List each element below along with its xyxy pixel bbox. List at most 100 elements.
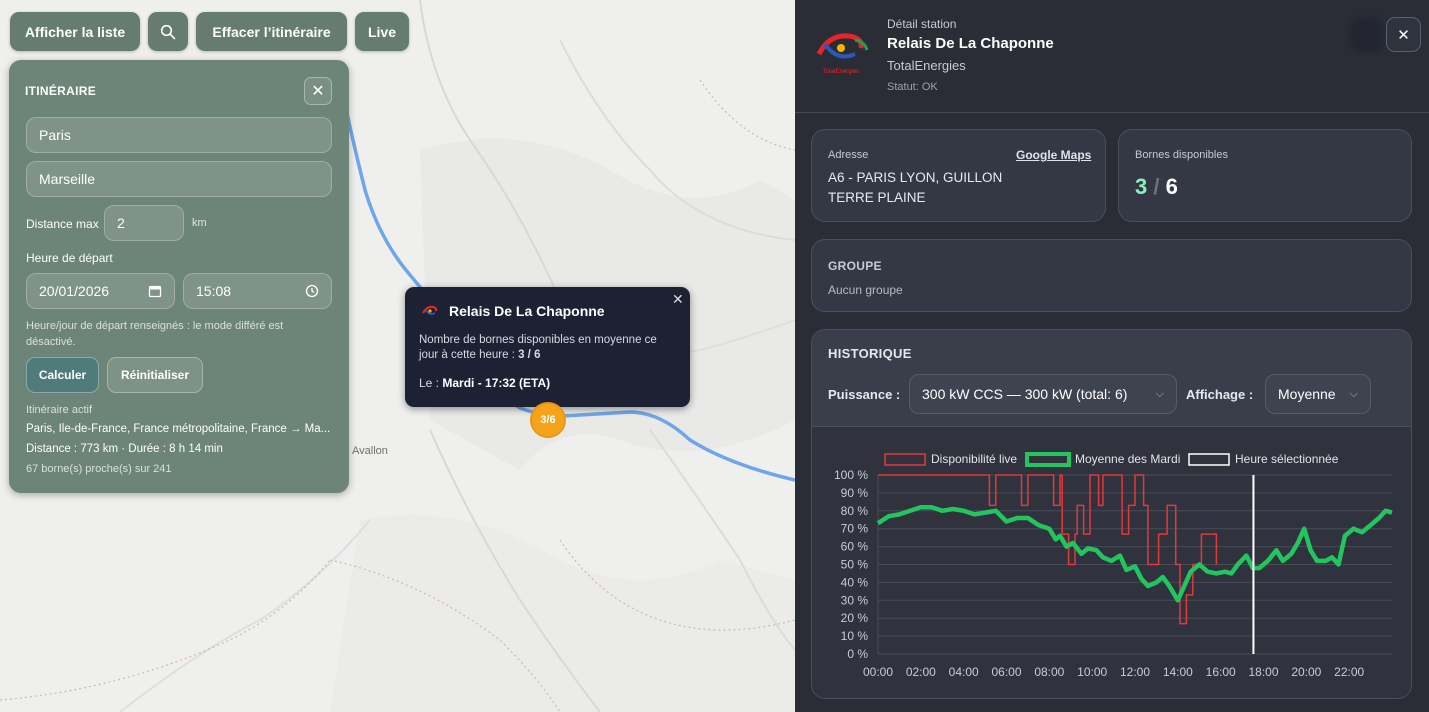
x-tick-label: 14:00 [1163, 665, 1193, 679]
legend-live-swatch [884, 453, 926, 466]
popup-availability: Nombre de bornes disponibles en moyenne … [419, 333, 677, 363]
x-tick-label: 04:00 [949, 665, 979, 679]
nearby-count: 67 borne(s) proche(s) sur 241 [26, 463, 172, 475]
clock-icon[interactable] [305, 284, 319, 301]
bornes-available: 3 [1135, 174, 1148, 199]
reset-button[interactable]: Réinitialiser [107, 357, 203, 393]
y-tick-label: 30 % [841, 593, 869, 607]
departure-label: Heure de départ [26, 251, 113, 265]
address-card: Adresse Google Maps A6 - PARIS LYON, GUI… [811, 129, 1106, 222]
departure-hint: Heure/jour de départ renseignés : le mod… [26, 320, 284, 348]
x-tick-label: 10:00 [1077, 665, 1107, 679]
station-marker[interactable]: 3/6 [530, 402, 566, 438]
station-popup: Relais De La Chaponne ✕ Nombre de bornes… [405, 287, 690, 415]
legend-average-label: Moyenne des Mardi [1075, 452, 1180, 466]
detail-subtitle: Détail station [887, 17, 957, 31]
average-line [876, 504, 1393, 603]
google-maps-link[interactable]: Google Maps [1016, 148, 1092, 162]
station-detail-panel: TotalEnergies Détail station Relais De L… [795, 0, 1429, 712]
history-card: HISTORIQUE Puissance : 300 kW CCS — 300 … [811, 329, 1412, 699]
bornes-total: 6 [1165, 174, 1178, 199]
x-tick-label: 02:00 [906, 665, 936, 679]
y-tick-label: 50 % [841, 558, 869, 572]
x-tick-label: 22:00 [1334, 665, 1364, 679]
power-value: 300 kW CCS — 300 kW (total: 6) [922, 386, 1128, 402]
departure-time-input[interactable]: 15:08 [183, 273, 332, 309]
y-tick-label: 20 % [841, 611, 869, 625]
legend-average-swatch [1025, 452, 1071, 467]
x-tick-label: 20:00 [1291, 665, 1321, 679]
active-route-value: Paris, Île-de-France, France métropolita… [26, 423, 331, 435]
search-button[interactable] [148, 12, 188, 51]
y-tick-label: 10 % [841, 629, 869, 643]
y-tick-label: 100 % [834, 468, 868, 482]
active-route-label: Itinéraire actif [26, 404, 93, 416]
show-list-button[interactable]: Afficher la liste [10, 12, 140, 51]
y-tick-label: 0 % [847, 647, 868, 661]
calculate-button[interactable]: Calculer [26, 357, 99, 393]
date-value: 20/01/2026 [39, 283, 110, 299]
popup-eta-value: Mardi - 17:32 (ETA) [442, 376, 551, 390]
display-label: Affichage : [1186, 387, 1254, 402]
bornes-card: Bornes disponibles 3 / 6 [1118, 129, 1412, 222]
chevron-down-icon: ⌵ [1349, 388, 1358, 400]
legend-live-label: Disponibilité live [931, 452, 1017, 466]
header-divider [795, 112, 1429, 113]
x-tick-label: 00:00 [863, 665, 893, 679]
popup-close-button[interactable]: ✕ [672, 291, 684, 308]
popup-eta: Le : Mardi - 17:32 (ETA) [419, 376, 550, 390]
display-select[interactable]: Moyenne ⌵ [1265, 374, 1371, 414]
origin-input[interactable]: Paris [26, 117, 332, 153]
y-tick-label: 90 % [841, 486, 869, 500]
clear-route-button[interactable]: Effacer l’itinéraire [196, 12, 347, 51]
live-availability-line [878, 474, 1218, 625]
station-name: Relais De La Chaponne [887, 35, 1054, 52]
calendar-icon[interactable] [148, 284, 162, 301]
search-icon [160, 24, 176, 39]
address-value: A6 - PARIS LYON, GUILLON TERRE PLAINE [828, 168, 1002, 208]
panel-close-button[interactable]: ✕ [1386, 17, 1421, 52]
logo-text: TotalEnergies [822, 69, 860, 75]
town-label: Avallon [352, 445, 388, 457]
bornes-separator: / [1153, 174, 1160, 199]
station-brand: TotalEnergies [887, 58, 966, 73]
chevron-down-icon: ⌵ [1155, 388, 1164, 400]
totalenergies-logo: TotalEnergies [815, 30, 873, 76]
address-label: Adresse [828, 149, 869, 161]
distance-unit: km [192, 217, 207, 229]
group-value: Aucun groupe [828, 283, 903, 297]
y-tick-label: 70 % [841, 522, 869, 536]
itinerary-close-button[interactable]: ✕ [304, 77, 332, 105]
x-tick-label: 06:00 [991, 665, 1021, 679]
distance-label: Distance max [26, 217, 99, 231]
station-status: Statut: OK [887, 81, 938, 93]
itinerary-title: ITINÉRAIRE [25, 84, 97, 98]
map-view[interactable]: Avallon Afficher la liste Effacer l’itin… [0, 0, 795, 712]
header-shadow [1350, 18, 1384, 52]
x-tick-label: 18:00 [1248, 665, 1278, 679]
close-icon: ✕ [311, 83, 325, 100]
display-value: Moyenne [1278, 386, 1336, 402]
time-value: 15:08 [196, 283, 232, 299]
group-card: GROUPE Aucun groupe [811, 239, 1412, 312]
destination-input[interactable]: Marseille [26, 161, 332, 197]
departure-date-input[interactable]: 20/01/2026 [26, 273, 175, 309]
total-logo-icon [421, 304, 439, 323]
close-icon: ✕ [672, 291, 684, 307]
y-tick-label: 40 % [841, 575, 869, 589]
history-title: HISTORIQUE [828, 346, 912, 361]
address-line-2: TERRE PLAINE [828, 190, 926, 205]
route-summary: Distance : 773 km · Durée : 8 h 14 min [26, 443, 223, 455]
power-label: Puissance : [828, 387, 901, 402]
power-select[interactable]: 300 kW CCS — 300 kW (total: 6) ⌵ [909, 374, 1177, 414]
distance-input[interactable]: 2 [104, 205, 184, 241]
y-tick-label: 60 % [841, 540, 869, 554]
close-icon: ✕ [1397, 26, 1410, 44]
live-button[interactable]: Live [355, 12, 409, 51]
bornes-count: 3 / 6 [1135, 174, 1178, 200]
history-chart[interactable]: Disponibilité live Moyenne des Mardi Heure… [812, 427, 1412, 699]
x-tick-label: 08:00 [1034, 665, 1064, 679]
y-tick-label: 80 % [841, 504, 869, 518]
legend-selected-swatch [1188, 453, 1230, 466]
x-tick-label: 16:00 [1206, 665, 1236, 679]
